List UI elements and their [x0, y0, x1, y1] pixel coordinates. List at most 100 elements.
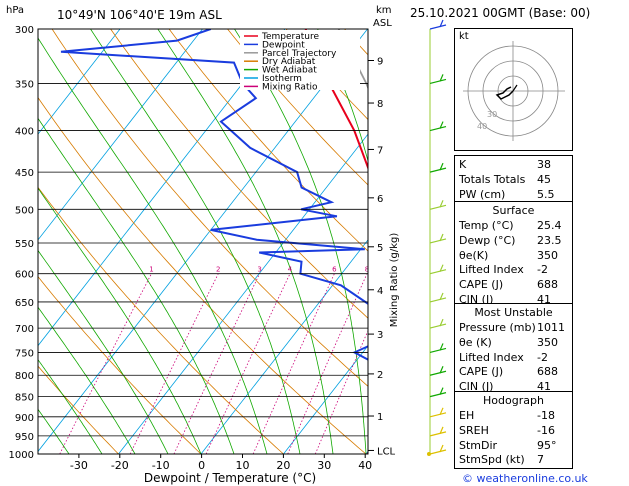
stat-value: 41	[537, 293, 551, 306]
mixing-ratio-label: 3	[257, 266, 261, 274]
stat-label: Totals Totals	[459, 172, 526, 186]
x-tick-label: -30	[70, 459, 88, 472]
pressure-tick-label: 700	[15, 324, 34, 335]
wet-adiabat-line	[317, 29, 368, 163]
wind-barb-flag	[439, 444, 444, 453]
wind-barb-flag	[439, 233, 444, 242]
parcel-trajectory	[337, 29, 368, 90]
pressure-tick-label: 350	[15, 79, 34, 90]
stat-value: 38	[537, 158, 551, 171]
stat-label: StmDir	[459, 438, 498, 452]
isotherm-line	[38, 29, 286, 347]
pressure-tick-label: 450	[15, 168, 34, 179]
wind-barb-flag	[439, 343, 444, 351]
wind-barb	[429, 167, 447, 173]
datetime-label: 25.10.2021 00GMT (Base: 00)	[410, 6, 591, 20]
stat-value: 25.4	[537, 219, 562, 232]
wind-barb-flag	[439, 264, 444, 272]
stat-row: K 38	[459, 158, 568, 173]
km-tick-label: 9	[377, 56, 383, 67]
stat-row: StmSpd (kt) 7	[459, 453, 568, 468]
km-unit: km	[376, 5, 392, 16]
legend-entry: Isotherm	[262, 74, 302, 84]
wind-barb	[429, 269, 447, 275]
mixing-ratio-line	[173, 273, 260, 454]
km-tick-label: 7	[377, 145, 383, 156]
dewpoint-profile	[60, 29, 368, 361]
stat-row: Temp (°C) 25.4	[459, 219, 568, 234]
wind-barb-flag	[439, 74, 444, 82]
stat-row: θe(K) 350	[459, 249, 568, 264]
km-tick-label: 1	[377, 412, 383, 423]
stat-row: Dewp (°C) 23.5	[459, 234, 568, 249]
km-tick-label: 6	[377, 194, 383, 205]
wind-barb	[429, 392, 447, 398]
asl-unit: ASL	[373, 18, 392, 29]
stat-row: StmDir 95°	[459, 439, 568, 454]
stat-value: -16	[537, 423, 555, 437]
wind-barb-flag	[439, 387, 444, 395]
stat-value: 1011	[537, 321, 565, 334]
stat-label: SREH	[459, 423, 489, 437]
wind-barb-flag	[439, 426, 444, 435]
wind-barb	[429, 125, 447, 132]
hodograph-box: kt 40 30	[454, 28, 573, 151]
mixing-ratio-line	[252, 273, 335, 454]
pressure-tick-label: 800	[15, 371, 34, 382]
km-tick-label: 8	[377, 99, 383, 110]
stat-label: Temp (°C)	[459, 219, 514, 232]
section-title: Surface	[492, 204, 535, 217]
mixing-ratio-label: 6	[332, 266, 337, 274]
storm-motion-vector	[512, 84, 518, 92]
wind-barb	[429, 238, 447, 244]
stat-label: Lifted Index	[459, 263, 524, 277]
isotherm-line	[38, 29, 203, 241]
wind-barb-flag	[439, 162, 444, 171]
hodograph-ring-label: 40	[477, 122, 487, 131]
pressure-tick-label: 900	[15, 413, 34, 424]
wet-adiabat-line	[157, 29, 334, 454]
pressure-tick-label: 400	[15, 127, 34, 138]
hodograph-stats-box: Hodograph EH -18 SREH -16 StmDir 95° StmSpd (kt…	[454, 391, 573, 469]
mixing-ratio-label: 2	[216, 266, 220, 274]
stat-label: StmSpd (kt)	[459, 453, 525, 467]
wind-barb	[429, 370, 447, 376]
stat-row: EH -18	[459, 409, 568, 424]
wind-barb-flag	[439, 365, 444, 374]
x-tick-label: -20	[111, 459, 129, 472]
stat-label: CIN (J)	[459, 293, 494, 306]
stat-label: PW (cm)	[459, 187, 506, 201]
stat-label: CAPE (J)	[459, 278, 504, 292]
km-tick-label: 3	[377, 330, 383, 341]
pressure-tick-label: 1000	[9, 450, 34, 461]
legend-entry: Wet Adiabat	[262, 66, 317, 76]
hodograph-ring-label: 30	[487, 110, 497, 119]
hpa-unit: hPa	[6, 5, 24, 16]
x-tick-label: 10	[236, 459, 250, 472]
profile-curves	[60, 29, 368, 361]
pressure-tick-label: 850	[15, 393, 34, 404]
x-tick-label: 20	[276, 459, 290, 472]
wind-barb	[429, 412, 447, 418]
x-tick-label: -10	[152, 459, 170, 472]
wind-barb-flag	[439, 407, 444, 416]
wind-barb	[429, 24, 447, 30]
km-tick-label: LCL	[377, 446, 396, 457]
wet-adiabat-line	[38, 358, 103, 454]
dry-adiabat-line	[38, 96, 367, 454]
stat-value: 350	[537, 248, 558, 262]
stat-row: CAPE (J) 688	[459, 278, 568, 293]
km-tick-label: 4	[377, 286, 383, 297]
wind-barb	[429, 297, 447, 303]
stat-label: EH	[459, 409, 475, 422]
wind-barb-flag	[439, 292, 444, 301]
legend-entry: Dry Adiabat	[262, 57, 316, 67]
section-title: Most Unstable	[474, 306, 553, 319]
dry-adiabat-line	[38, 365, 119, 454]
wind-barb-flag	[439, 200, 444, 208]
stat-value: -18	[537, 409, 555, 422]
x-axis-label: Dewpoint / Temperature (°C)	[144, 471, 316, 485]
stat-row: CIN (J) 41	[459, 293, 568, 308]
wet-adiabat-line	[38, 408, 70, 454]
